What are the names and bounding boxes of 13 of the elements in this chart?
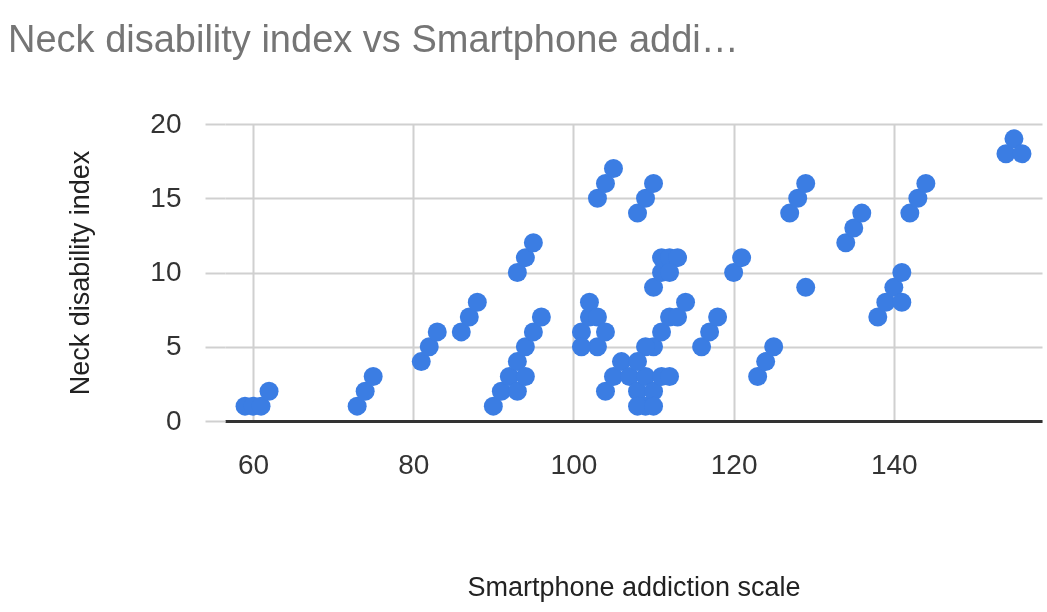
y-tick-label: 0 xyxy=(165,404,182,436)
x-tick-label: 140 xyxy=(870,448,918,480)
x-tick-label: 60 xyxy=(237,448,270,480)
x-tick-label: 100 xyxy=(550,448,598,480)
y-tick-label: 15 xyxy=(150,181,182,213)
chart-title: Neck disability index vs Smartphone addi… xyxy=(8,18,739,60)
y-axis-title: Neck disability index xyxy=(65,150,96,396)
y-tick-label: 10 xyxy=(150,256,182,287)
x-tick-label: 120 xyxy=(710,448,758,480)
x-tick-label: 80 xyxy=(398,448,430,480)
y-tick-label: 20 xyxy=(150,107,182,139)
y-tick-label: 5 xyxy=(165,330,182,362)
x-axis-title: Smartphone addiction scale xyxy=(467,571,801,602)
